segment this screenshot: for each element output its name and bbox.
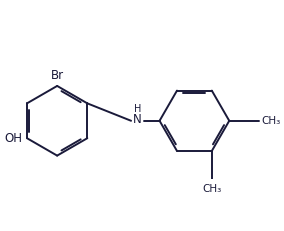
Text: N: N	[133, 113, 142, 126]
Text: CH₃: CH₃	[202, 184, 222, 194]
Text: CH₃: CH₃	[261, 116, 280, 126]
Text: Br: Br	[51, 69, 64, 82]
Text: OH: OH	[5, 132, 23, 145]
Text: H: H	[134, 104, 141, 114]
